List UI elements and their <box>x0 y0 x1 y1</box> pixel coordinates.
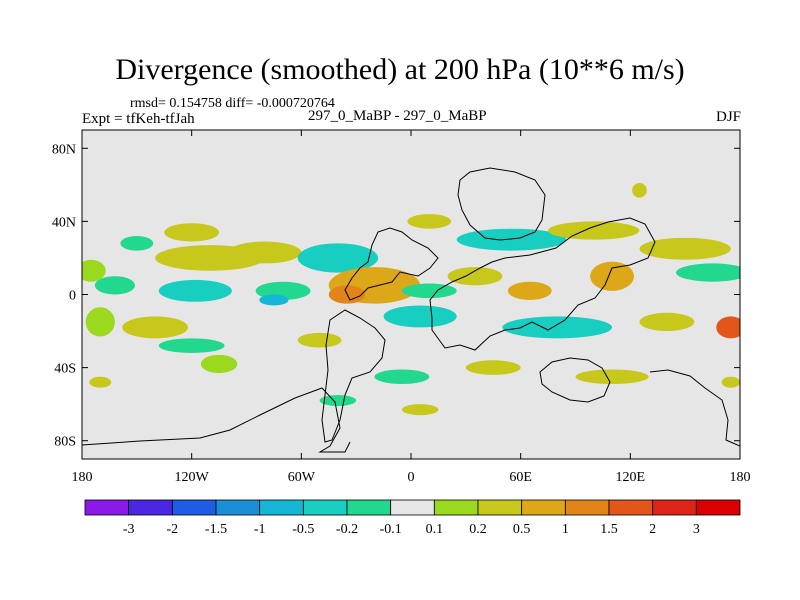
colorbar-swatch-2 <box>171 499 217 516</box>
anomaly-region-36 <box>319 395 357 406</box>
chart-title: Divergence (smoothed) at 200 hPa (10**6 … <box>115 53 685 86</box>
colorbar-label-8: 0.2 <box>469 522 487 537</box>
anomaly-region-26 <box>639 237 731 260</box>
y-axis: 80N 40N 0 40S 80S <box>52 142 740 450</box>
colorbar-swatch-1 <box>128 499 173 516</box>
y-tick-label-2: 0 <box>69 289 76 304</box>
colorbar-swatch-7 <box>390 499 435 516</box>
colorbar-label-3: -1 <box>254 522 266 537</box>
anomaly-region-8 <box>228 241 302 264</box>
anomaly-region-28 <box>639 312 695 332</box>
anomaly-region-18 <box>383 305 457 328</box>
colorbar-swatch-6 <box>346 499 392 516</box>
coastline-antarctica <box>82 387 351 453</box>
coastline-greenland <box>457 167 546 241</box>
anomaly-region-34 <box>721 376 740 388</box>
coastline-south-america <box>321 309 386 443</box>
anomaly-region-7 <box>259 294 289 306</box>
colorbar-label-6: -0.1 <box>380 522 402 537</box>
colorbar-label-7: 0.1 <box>426 522 444 537</box>
x-tick-label-6: 180 <box>730 470 751 485</box>
coastline-layer <box>82 167 740 453</box>
anomaly-region-37 <box>401 404 439 416</box>
colorbar-swatch-14 <box>695 499 741 516</box>
colorbar-swatch-11 <box>564 499 610 516</box>
anomaly-region-3 <box>164 223 220 242</box>
x-tick-label-3: 0 <box>408 470 415 485</box>
experiment-label: Expt = tfKeh-tfJah <box>82 111 195 127</box>
anomaly-region-20 <box>456 228 567 251</box>
colorbar-swatch-13 <box>652 499 697 516</box>
anomaly-region-5 <box>158 279 232 302</box>
stats-label: rmsd= 0.154758 diff= -0.000720764 <box>130 96 335 111</box>
anomaly-region-35 <box>632 183 647 198</box>
colorbar-swatch-10 <box>521 499 566 516</box>
colorbar-swatch-8 <box>433 499 479 516</box>
season-label: DJF <box>715 109 741 125</box>
anomaly-region-27 <box>676 263 740 282</box>
comparison-label: 297_0_MaBP - 297_0_MaBP <box>308 108 487 124</box>
colorbar-swatch-3 <box>215 499 261 516</box>
y-tick-label-4: 80S <box>54 435 76 450</box>
colorbar-label-5: -0.2 <box>336 522 358 537</box>
colorbar-label-11: 1.5 <box>600 522 618 537</box>
coastline-eurasia-africa <box>429 217 656 351</box>
anomaly-layer <box>82 183 740 416</box>
x-axis: 180 120W 60W 0 60E 120E 180 <box>72 130 751 485</box>
anomaly-region-10 <box>297 332 342 348</box>
colorbar-swatch-0 <box>84 499 130 516</box>
anomaly-region-33 <box>89 376 112 388</box>
colorbar-swatch-5 <box>302 499 348 516</box>
anomaly-region-9 <box>297 243 379 273</box>
anomaly-region-25 <box>548 221 640 240</box>
colorbar-label-10: 1 <box>562 522 569 537</box>
colorbar-label-0: -3 <box>123 522 135 537</box>
anomaly-region-21 <box>407 214 452 229</box>
anomaly-region-32 <box>575 369 649 385</box>
anomaly-region-31 <box>374 369 430 385</box>
colorbar-label-2: -1.5 <box>205 522 227 537</box>
colorbar-label-1: -2 <box>166 522 178 537</box>
y-tick-label-3: 40S <box>54 362 76 377</box>
y-tick-label-0: 80N <box>52 142 76 157</box>
coastline-antarctica-east <box>649 369 740 447</box>
anomaly-region-22 <box>507 281 552 300</box>
x-tick-label-4: 60E <box>509 470 532 485</box>
anomaly-region-24 <box>590 261 634 291</box>
anomaly-region-30 <box>465 360 521 375</box>
anomaly-region-23 <box>502 316 613 339</box>
anomaly-region-1 <box>94 276 136 295</box>
x-tick-label-0: 180 <box>72 470 93 485</box>
coastline-north-america <box>344 227 439 301</box>
anomaly-region-12 <box>158 338 225 353</box>
anomaly-region-2 <box>120 236 154 251</box>
coastline-australia <box>539 357 611 403</box>
x-tick-label-2: 60W <box>288 470 316 485</box>
anomaly-region-13 <box>200 354 238 374</box>
colorbar-swatch-4 <box>259 499 304 516</box>
anomaly-region-11 <box>122 316 189 339</box>
anomaly-region-19 <box>447 267 503 286</box>
colorbar-label-13: 3 <box>693 522 700 537</box>
anomaly-region-29 <box>716 316 740 339</box>
colorbar-label-4: -0.5 <box>292 522 314 537</box>
anomaly-region-0 <box>82 259 106 282</box>
x-tick-label-1: 120W <box>175 470 210 485</box>
colorbar-label-12: 2 <box>649 522 656 537</box>
x-tick-label-5: 120E <box>616 470 646 485</box>
colorbar-swatch-12 <box>608 499 654 516</box>
anomaly-region-17 <box>401 283 457 299</box>
colorbar: -3 -2 -1.5 -1 -0.5 -0.2 -0.1 0.1 0.2 0.5 1 1.5 2 3 <box>84 499 741 537</box>
colorbar-label-9: 0.5 <box>513 522 531 537</box>
colorbar-swatch-9 <box>477 499 523 516</box>
y-tick-label-1: 40N <box>52 215 76 230</box>
anomaly-region-14 <box>85 307 115 337</box>
